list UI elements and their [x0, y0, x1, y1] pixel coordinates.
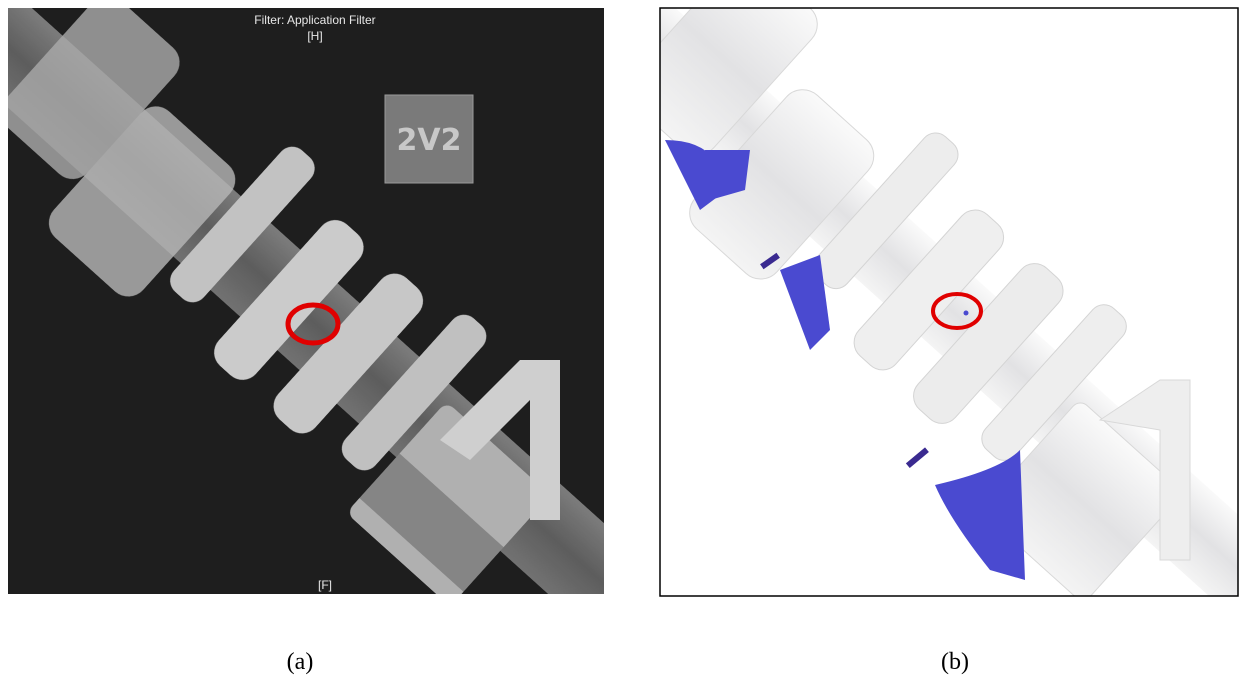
overlay-title: Filter: Application Filter: [254, 13, 375, 27]
figure: 2V2 Filter: Application Filter [H] [F]: [0, 0, 1243, 689]
xray-panel: 2V2 Filter: Application Filter [H] [F]: [0, 0, 692, 680]
bottom-marker: [F]: [318, 578, 332, 592]
plate-label: 2V2: [397, 123, 462, 158]
caption: (b): [941, 649, 969, 675]
simulation-panel: [511, 0, 1243, 689]
top-marker: [H]: [307, 29, 322, 43]
caption: (a): [287, 649, 314, 675]
